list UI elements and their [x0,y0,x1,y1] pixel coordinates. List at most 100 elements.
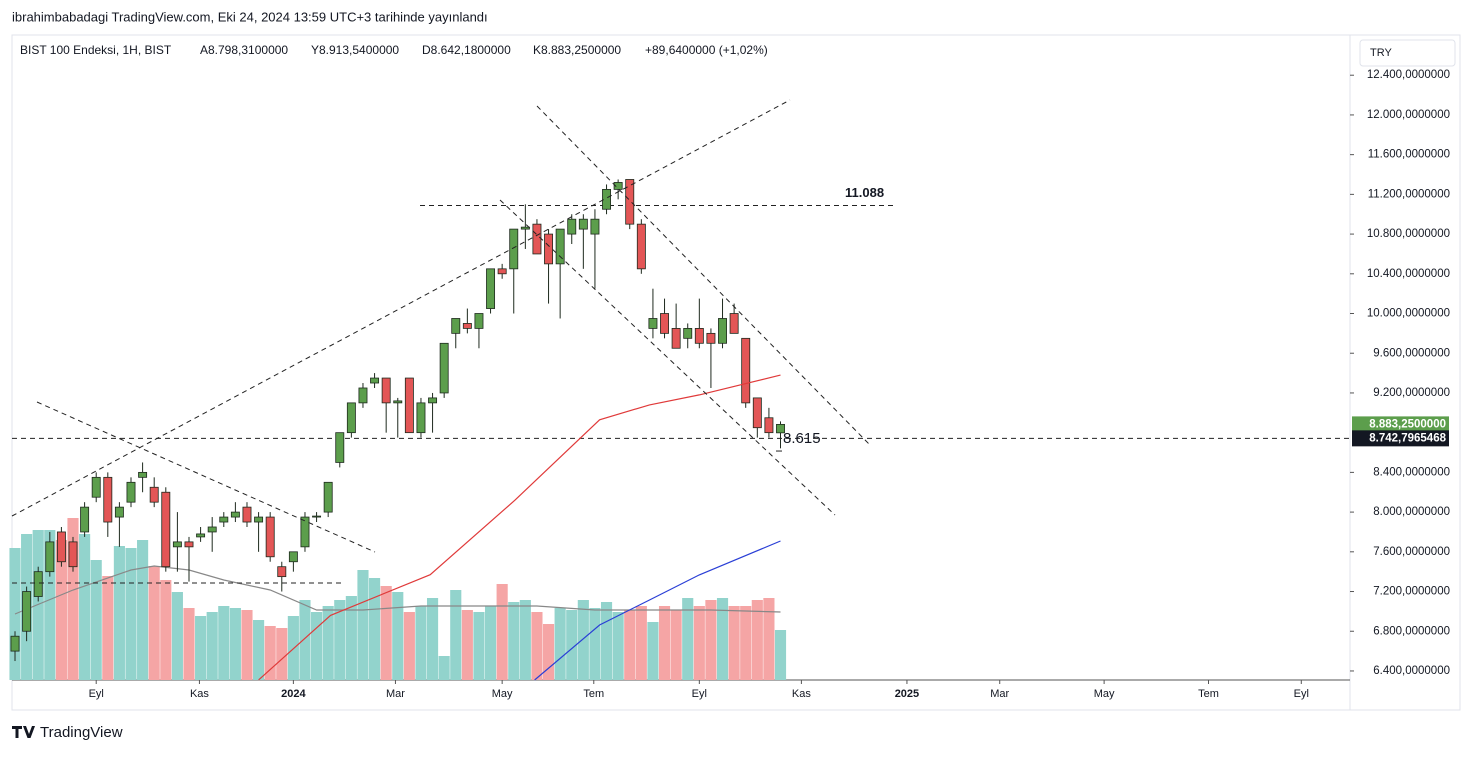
candle-body [138,471,148,478]
volume-bar [716,598,729,680]
x-tick-label: 2025 [895,688,919,700]
volume-bar [195,616,207,680]
candle-body [219,516,229,523]
volume-bar [624,610,636,680]
candle-body [532,223,542,255]
low-label: 8.615 [783,430,821,447]
currency-button[interactable] [1359,39,1456,67]
volume-bar [357,570,369,680]
y-tick-label: 10.800,0000000 [1367,228,1450,240]
publisher: ibrahimbabadagi TradingView.com, Eki 24,… [12,9,488,24]
y-tick-label: 8.000,0000000 [1373,506,1450,518]
candle-body [172,541,182,548]
candle-body [764,417,774,434]
candle-body [114,506,124,518]
x-tick-label: 2024 [281,688,306,700]
candle-body [265,516,275,558]
x-tick-label: May [1094,688,1115,700]
ohlc-close: K8.883,2500000 [533,43,621,57]
candle-body [196,533,206,538]
x-tick-label: Mar [990,688,1009,700]
candle-body [126,481,136,503]
volume-bar [519,600,531,680]
current-price-label: 8.742,7965468 [1369,432,1446,444]
logo: TradingView [40,724,123,741]
y-tick-label: 10.000,0000000 [1367,308,1450,320]
candle-body [149,486,159,503]
x-tick-label: Tem [1198,688,1219,700]
volume-bar [496,584,508,680]
x-tick-label: Kas [792,688,811,700]
y-tick-label: 6.800,0000000 [1373,625,1450,637]
volume-bar [125,548,137,680]
candle-body [520,226,530,230]
volume-bar [369,578,381,680]
volume-bar [450,590,462,680]
volume-bar [589,608,601,680]
candle-body [68,541,78,568]
candle-body [683,328,693,339]
volume-bar [577,600,589,680]
candle-body [439,342,449,394]
volume-bar [229,608,241,680]
x-tick-label: Tem [583,688,604,700]
candle-body [288,551,298,563]
y-tick-label: 12.400,0000000 [1367,69,1450,81]
volume-bar [728,606,740,680]
candle-body [660,313,669,334]
volume-bar [751,600,763,680]
candle-body [636,223,646,270]
volume-bar [206,612,218,680]
x-tick-label: Eyl [1294,688,1309,700]
candle-body [474,313,484,329]
x-tick-label: Mar [386,688,405,700]
moving-average [534,540,781,681]
volume-bar [612,612,624,680]
y-tick-label: 10.400,0000000 [1367,268,1450,280]
y-tick-label: 6.400,0000000 [1373,665,1450,677]
candle-body [45,541,55,573]
last-price-label: 8.883,2500000 [1369,418,1446,430]
candle-body [242,506,252,523]
volume-bar [682,598,694,680]
candle-body [497,268,507,275]
volume-bar [693,606,705,680]
y-tick-label: 8.400,0000000 [1373,466,1450,478]
candle-body [590,218,600,235]
volume-bar [241,610,253,680]
candle-body [358,387,368,404]
candle-body [544,233,554,265]
candle-body [648,318,658,329]
candle-body [671,328,681,349]
candle-body [567,218,577,235]
candle-body [706,332,716,344]
y-tick-label: 7.600,0000000 [1373,546,1450,558]
y-tick-label: 11.200,0000000 [1368,188,1450,200]
candle-body [33,571,43,597]
candle-body [776,423,785,434]
currency[interactable]: TRY [1370,47,1392,59]
trendlines [11,99,871,584]
volume-bar [461,610,473,680]
trendline [499,199,836,516]
candle-body [613,182,623,190]
volume-bar [403,612,415,680]
volume-bar [102,576,114,680]
volume-bar [322,606,334,680]
plot [9,179,1350,681]
volume-bar [774,630,787,680]
candle-body [277,566,287,578]
volume-bar [334,600,346,680]
candle-body [370,377,380,384]
candle-body [752,397,762,429]
candle-body [312,515,322,518]
resistance-label: 11.088 [845,185,884,200]
x-tick-label: Eyl [692,688,707,700]
candle-body [451,318,461,334]
candle-body [80,506,90,533]
frame [11,34,1461,711]
trendline [536,105,871,446]
candle-body [346,402,356,434]
candle-body [10,635,20,652]
